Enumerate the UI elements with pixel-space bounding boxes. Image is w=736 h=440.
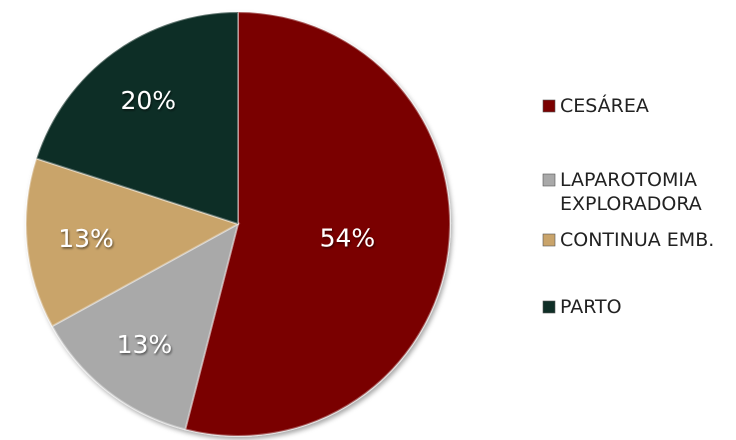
slice-label-2: 13% <box>117 330 173 359</box>
legend-swatch-3 <box>542 233 556 247</box>
legend-swatch-1 <box>542 99 556 113</box>
pie-slice-4 <box>35 10 239 226</box>
pie-slice-3 <box>25 157 241 328</box>
slice-label-3: 13% <box>58 224 114 253</box>
slice-labels: 54% 13% 13% 20% <box>58 86 375 359</box>
slice-label-1: 54% <box>320 223 376 252</box>
legend-label-3: CONTINUA EMB. <box>560 229 714 251</box>
legend-label-4: PARTO <box>560 296 622 318</box>
legend-swatch-4 <box>542 300 556 314</box>
pie-slice-1 <box>184 10 451 437</box>
legend-swatch-2 <box>542 173 556 187</box>
legend-label-1: CESÁREA <box>560 94 649 117</box>
pie-slice-2 <box>50 222 240 431</box>
slice-label-4: 20% <box>121 86 177 115</box>
legend-label-2-line-2: EXPLORADORA <box>560 193 702 215</box>
legend-label-2-line-1: LAPAROTOMIA <box>560 169 697 191</box>
pie-slices <box>25 10 451 437</box>
